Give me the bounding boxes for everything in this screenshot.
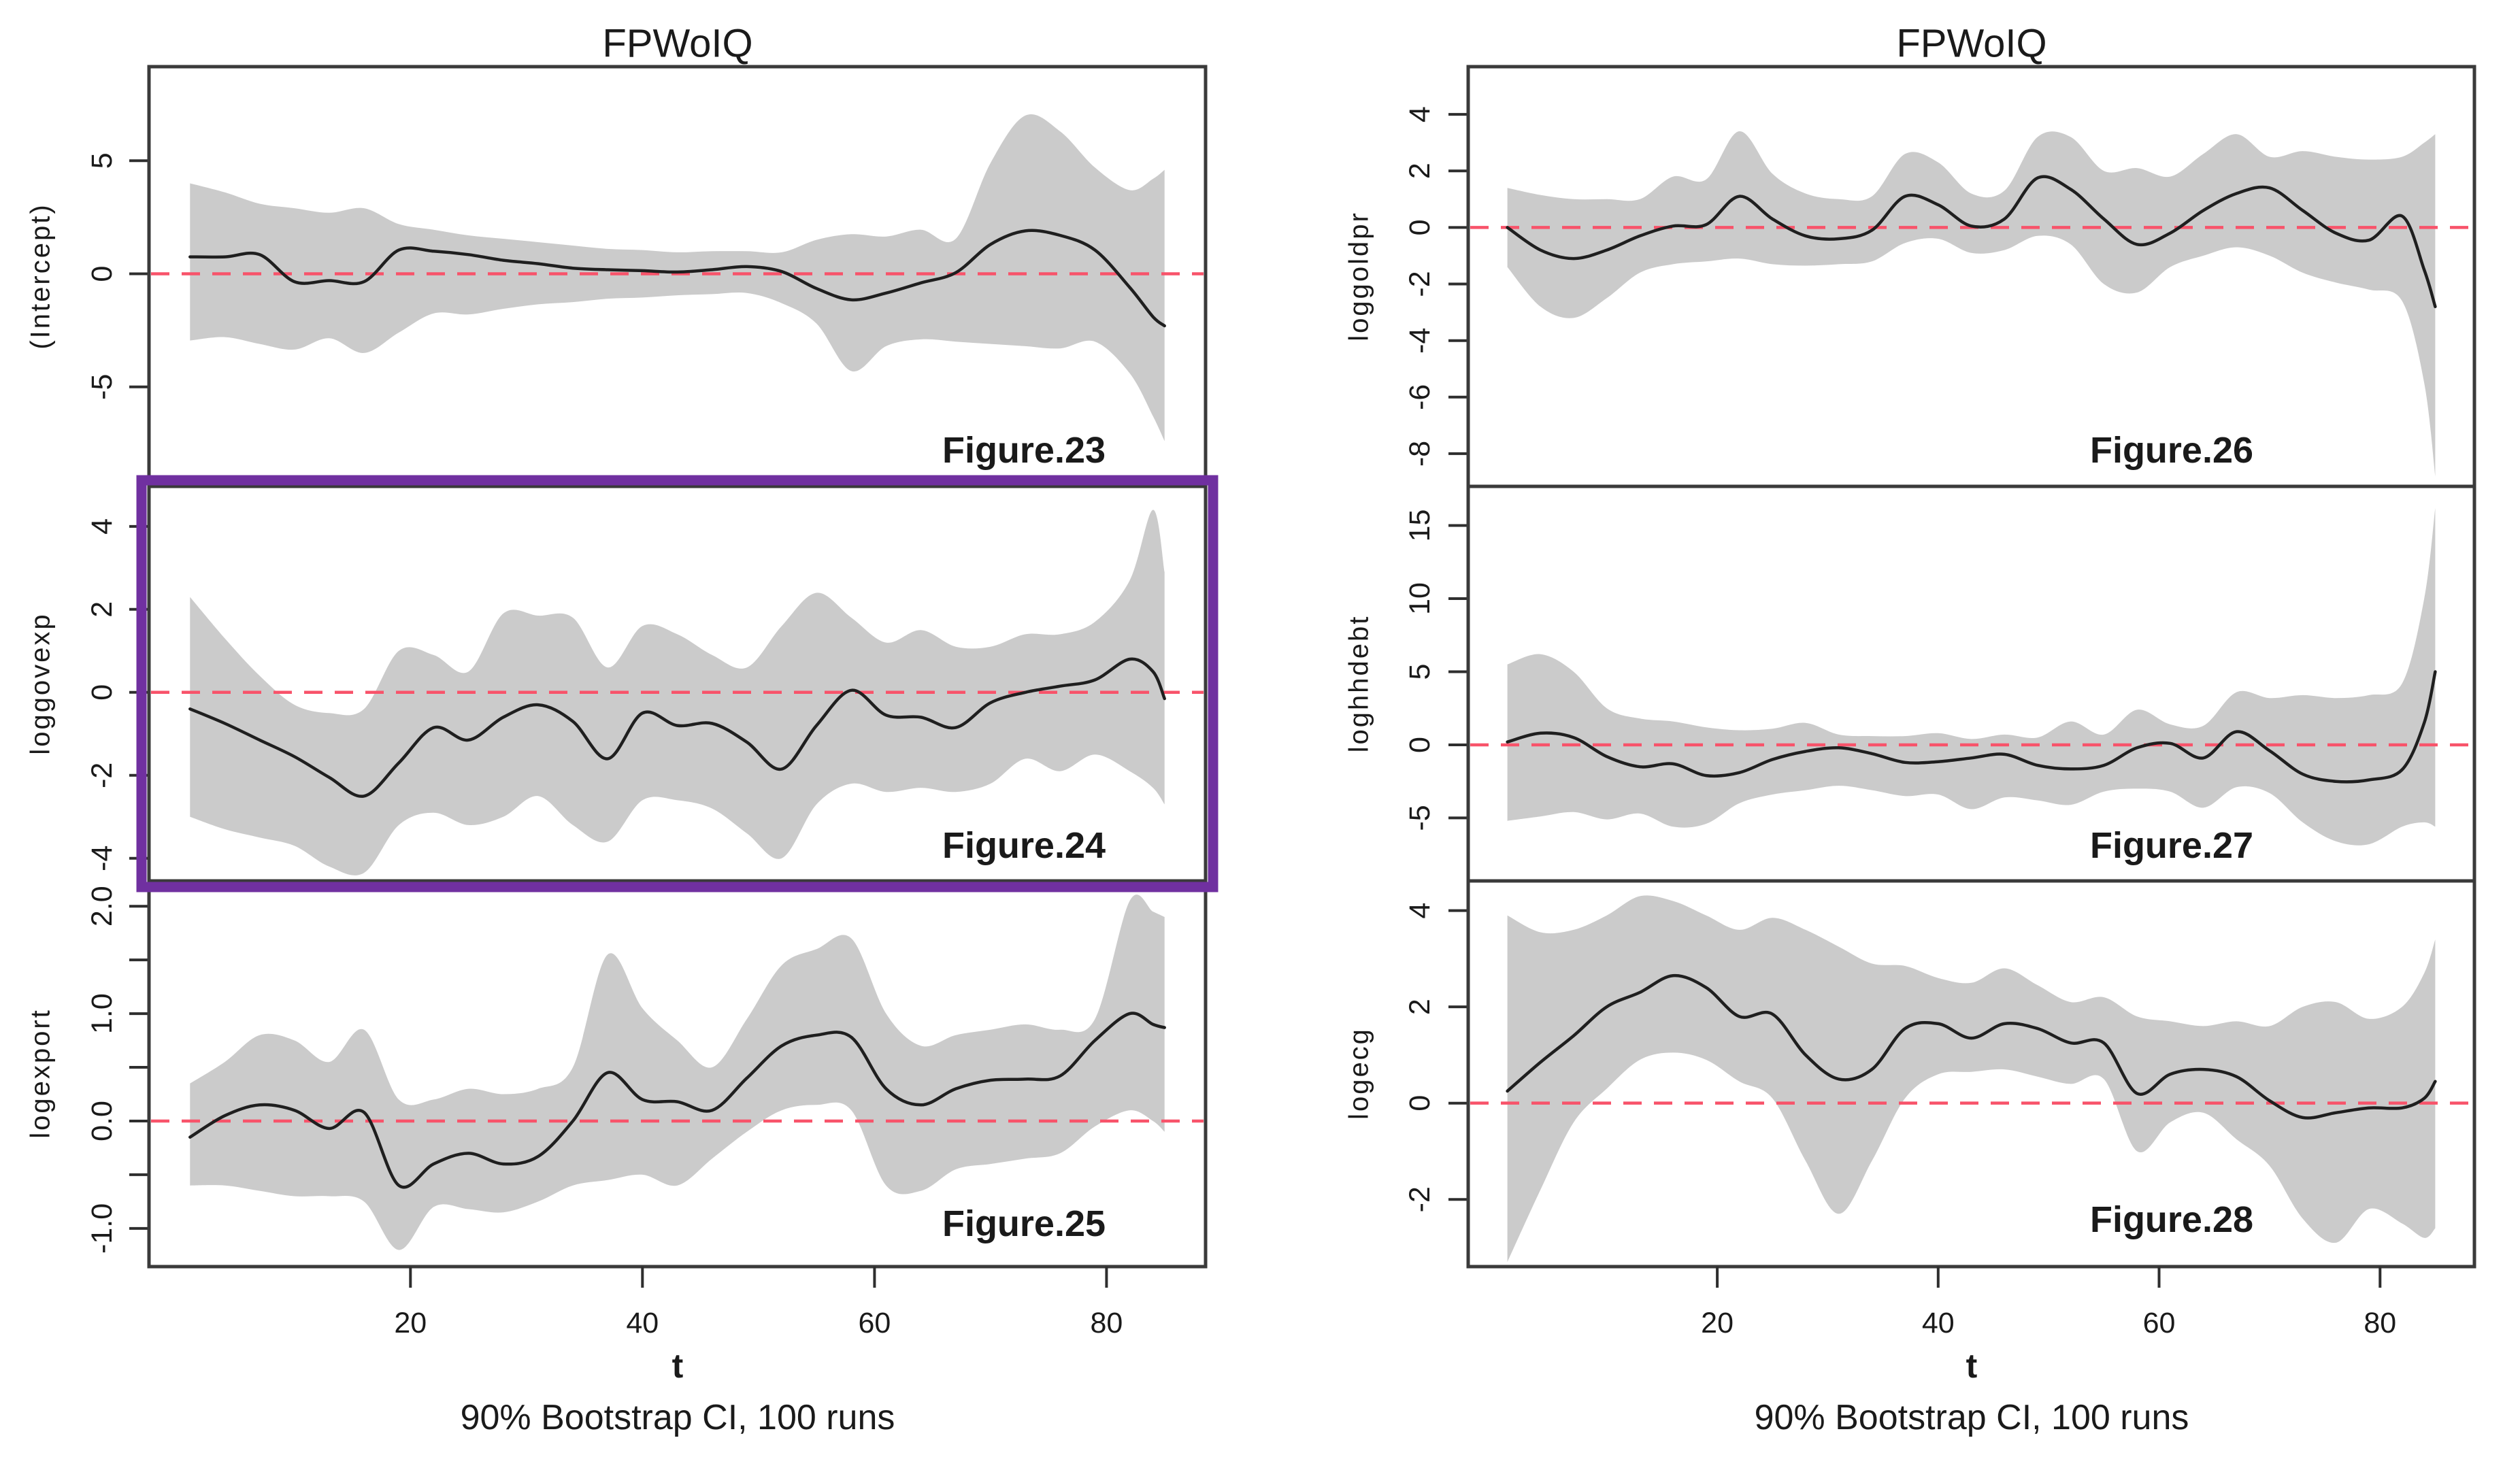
y-tick-label: -2 — [1404, 1186, 1436, 1212]
y-tick-label: 2 — [86, 601, 118, 618]
mean-line — [1506, 670, 2437, 784]
y-tick-label: 10 — [1404, 582, 1436, 615]
panel-Figure.24 — [151, 510, 1204, 875]
y-tick-label: 2.0 — [86, 886, 118, 926]
panel-Figure.26 — [1470, 131, 2472, 477]
y-tick-label: 1.0 — [86, 993, 118, 1034]
y-tick-label: 0 — [86, 266, 118, 282]
y-tick-label: -4 — [86, 846, 118, 871]
x-tick-label: 20 — [1701, 1307, 1734, 1339]
ci-band — [190, 895, 1165, 1250]
mean-line — [1506, 973, 2437, 1120]
y-axis-label-loggovexp: loggovexp — [25, 612, 56, 755]
y-tick-label: 4 — [1404, 903, 1436, 919]
mean-line — [1506, 175, 2437, 309]
y-tick-label: -4 — [1404, 328, 1436, 354]
y-tick-label: 5 — [1404, 664, 1436, 680]
panel-Figure.27 — [1470, 507, 2472, 846]
y-tick-label: -2 — [1404, 271, 1436, 297]
x-tick-label: 80 — [1090, 1307, 1123, 1339]
column-title-right: FPWoIQ — [1896, 21, 2047, 66]
figure-label-23: Figure.23 — [942, 430, 1106, 471]
x-tick-label: 40 — [1922, 1307, 1955, 1339]
y-tick-label: -1.0 — [86, 1203, 118, 1254]
y-tick-label: 0 — [1404, 1095, 1436, 1112]
mean-line — [188, 1012, 1166, 1189]
y-tick-label: 4 — [86, 518, 118, 535]
panel-Figure.28 — [1470, 895, 2472, 1263]
x-tick-label: 40 — [626, 1307, 659, 1339]
mean-line — [188, 657, 1166, 798]
y-axis-label-loggoldpr: loggoldpr — [1344, 211, 1374, 341]
y-tick-label: -5 — [1404, 805, 1436, 831]
y-axis-label-intercept: (Intercept) — [25, 203, 56, 350]
y-tick-label: 4 — [1404, 106, 1436, 122]
y-axis-label-logecg: logecg — [1344, 1027, 1374, 1120]
y-axis-label-loghhdebt: loghhdebt — [1344, 614, 1374, 753]
figure-label-24: Figure.24 — [942, 825, 1106, 866]
y-tick-label: 0 — [1404, 219, 1436, 235]
panel-Figure.23 — [151, 114, 1204, 441]
y-tick-label: 0.0 — [86, 1101, 118, 1141]
x-axis-label-left: t — [672, 1347, 684, 1385]
y-tick-label: -6 — [1404, 384, 1436, 410]
caption-right: 90% Bootstrap CI, 100 runs — [1754, 1398, 2189, 1437]
y-tick-label: 0 — [86, 684, 118, 701]
caption-left: 90% Bootstrap CI, 100 runs — [460, 1398, 895, 1437]
y-tick-label: 5 — [86, 152, 118, 169]
y-tick-label: 0 — [1404, 737, 1436, 753]
figure-label-28: Figure.28 — [2089, 1199, 2254, 1240]
y-tick-label: 2 — [1404, 999, 1436, 1015]
highlight-rectangle — [136, 475, 1218, 892]
x-axis-label-right: t — [1966, 1347, 1978, 1385]
ci-band — [190, 114, 1165, 441]
ci-band — [1507, 131, 2436, 477]
column-title-left: FPWoIQ — [602, 21, 753, 66]
y-tick-label: -8 — [1404, 441, 1436, 467]
figure-label-26: Figure.26 — [2089, 430, 2254, 471]
figure-label-27: Figure.27 — [2089, 825, 2254, 866]
y-tick-label: -5 — [86, 374, 118, 400]
y-tick-label: -2 — [86, 763, 118, 788]
figure-label-25: Figure.25 — [942, 1203, 1106, 1244]
x-tick-label: 60 — [2143, 1307, 2176, 1339]
panel-Figure.25 — [151, 895, 1204, 1250]
y-tick-label: 2 — [1404, 163, 1436, 179]
y-axis-label-logexport: logexport — [25, 1008, 56, 1139]
x-tick-label: 60 — [858, 1307, 891, 1339]
panel-border — [147, 879, 1208, 1269]
x-tick-label: 80 — [2364, 1307, 2396, 1339]
ci-band — [1507, 507, 2436, 846]
ci-band — [1507, 895, 2436, 1263]
x-tick-label: 20 — [394, 1307, 427, 1339]
y-tick-label: 15 — [1404, 510, 1436, 542]
mean-line — [188, 229, 1166, 328]
panel-border — [1466, 879, 2476, 1269]
